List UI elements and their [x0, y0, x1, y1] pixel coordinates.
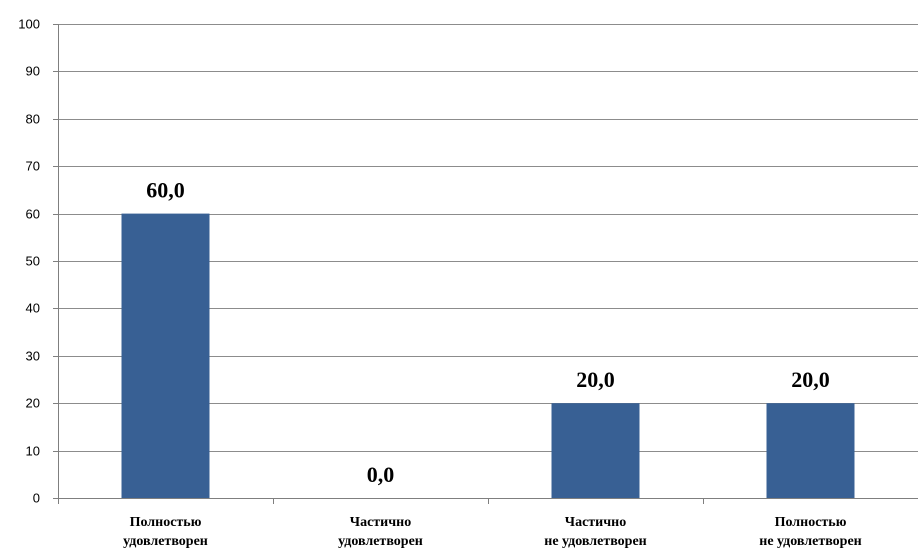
y-tick-label: 50: [26, 254, 40, 269]
y-tick-label: 0: [33, 491, 40, 506]
axes: [53, 24, 918, 504]
x-tick-label: Полностью: [775, 515, 847, 530]
bars: [121, 213, 855, 498]
data-label: 0,0: [367, 462, 395, 487]
y-tick-label: 80: [26, 112, 40, 127]
y-tick-label: 10: [26, 444, 40, 459]
y-tick-label: 30: [26, 349, 40, 364]
y-tick-label: 70: [26, 159, 40, 174]
x-tick-label: удовлетворен: [123, 534, 208, 549]
x-tick-label: не удовлетворен: [759, 534, 861, 549]
bar-0: [121, 213, 210, 498]
y-tick-label: 60: [26, 207, 40, 222]
x-tick-label: Частично: [565, 515, 626, 530]
x-tick-label: Полностью: [130, 515, 202, 530]
y-tick-label: 90: [26, 64, 40, 79]
y-tick-label: 100: [18, 17, 40, 32]
data-label: 20,0: [791, 367, 830, 392]
labels: 0 10 20 30 40 50 60 70 80 90 100 60,0 Полностью удовл…: [18, 17, 861, 550]
data-label: 20,0: [576, 367, 615, 392]
bar-2: [551, 403, 640, 498]
x-tick-label: Частично: [350, 515, 411, 530]
x-tick-label: не удовлетворен: [544, 534, 646, 549]
data-label: 60,0: [146, 178, 185, 203]
y-tick-label: 40: [26, 301, 40, 316]
bar-3: [766, 403, 855, 498]
x-tick-label: удовлетворен: [338, 534, 423, 549]
y-tick-label: 20: [26, 396, 40, 411]
